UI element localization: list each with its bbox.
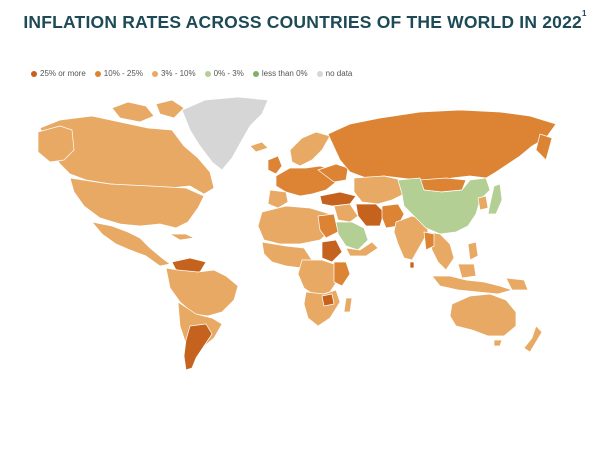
legend-item-10-25: 10% - 25% <box>94 69 143 78</box>
region-tasmania <box>493 339 503 347</box>
legend-label: 10% - 25% <box>103 69 143 78</box>
region-east-africa <box>333 261 351 287</box>
region-japan <box>487 183 503 215</box>
legend-item-below-0: less than 0% <box>252 69 308 78</box>
region-mongolia <box>419 177 467 193</box>
region-egypt <box>317 213 339 239</box>
map-legend: 25% or more 10% - 25% 3% - 10% 0% - 3% l… <box>31 69 352 78</box>
region-myanmar <box>423 231 435 251</box>
region-png <box>505 277 529 291</box>
region-russia-far-east <box>535 133 553 161</box>
region-iberia <box>267 189 289 209</box>
region-europe <box>275 165 337 197</box>
region-borneo <box>457 263 477 279</box>
legend-swatch <box>31 70 37 77</box>
region-scandinavia <box>289 131 331 167</box>
legend-swatch <box>151 70 158 77</box>
region-australia <box>449 293 517 337</box>
region-china <box>397 177 491 235</box>
legend-label: 25% or more <box>40 69 86 78</box>
region-iceland <box>249 141 269 153</box>
region-canada <box>39 115 215 195</box>
legend-item-3-10: 3% - 10% <box>151 69 196 78</box>
region-yemen-oman <box>345 241 379 257</box>
map-title-text: INFLATION RATES ACROSS COUNTRIES OF THE … <box>23 12 582 32</box>
legend-item-25-plus: 25% or more <box>31 69 86 78</box>
legend-label: no data <box>325 69 353 78</box>
region-argentina <box>183 323 213 371</box>
legend-swatch <box>252 70 259 77</box>
legend-swatch <box>94 70 101 77</box>
legend-label: 3% - 10% <box>160 69 196 78</box>
legend-item-no-data: no data <box>316 69 353 78</box>
legend-item-0-3: 0% - 3% <box>204 69 244 78</box>
legend-swatch <box>204 70 211 77</box>
region-new-zealand <box>523 325 543 353</box>
region-south-america-north <box>165 267 239 317</box>
region-madagascar <box>343 297 353 313</box>
region-cuba <box>169 233 195 241</box>
region-indonesia <box>431 275 513 295</box>
region-korea <box>477 195 489 211</box>
legend-label: less than 0% <box>261 69 308 78</box>
title-footnote: 1 <box>581 9 587 19</box>
region-uk <box>267 155 283 175</box>
region-turkey <box>319 191 357 207</box>
region-sri-lanka <box>409 261 415 269</box>
region-russia <box>327 109 557 183</box>
legend-swatch <box>316 70 323 77</box>
region-alaska <box>37 125 75 163</box>
region-zimbabwe <box>321 293 335 307</box>
region-mexico <box>91 221 171 267</box>
region-north-africa <box>257 205 335 245</box>
region-ethiopia <box>321 239 343 263</box>
region-central-asia <box>353 175 405 205</box>
region-eastern-europe <box>317 163 349 183</box>
region-saudi-arabia <box>335 221 369 251</box>
region-usa <box>69 177 205 229</box>
region-central-africa <box>297 259 339 297</box>
region-southeast-asia <box>427 231 455 271</box>
region-philippines <box>467 241 479 261</box>
region-greenland <box>181 96 269 171</box>
legend-label: 0% - 3% <box>213 69 244 78</box>
region-arctic-islands <box>155 99 185 119</box>
region-arctic-islands <box>111 101 155 123</box>
region-iran <box>355 203 385 227</box>
region-southern-africa <box>303 289 341 327</box>
region-middle-east <box>333 203 359 223</box>
map-title: INFLATION RATES ACROSS COUNTRIES OF THE … <box>0 9 610 33</box>
